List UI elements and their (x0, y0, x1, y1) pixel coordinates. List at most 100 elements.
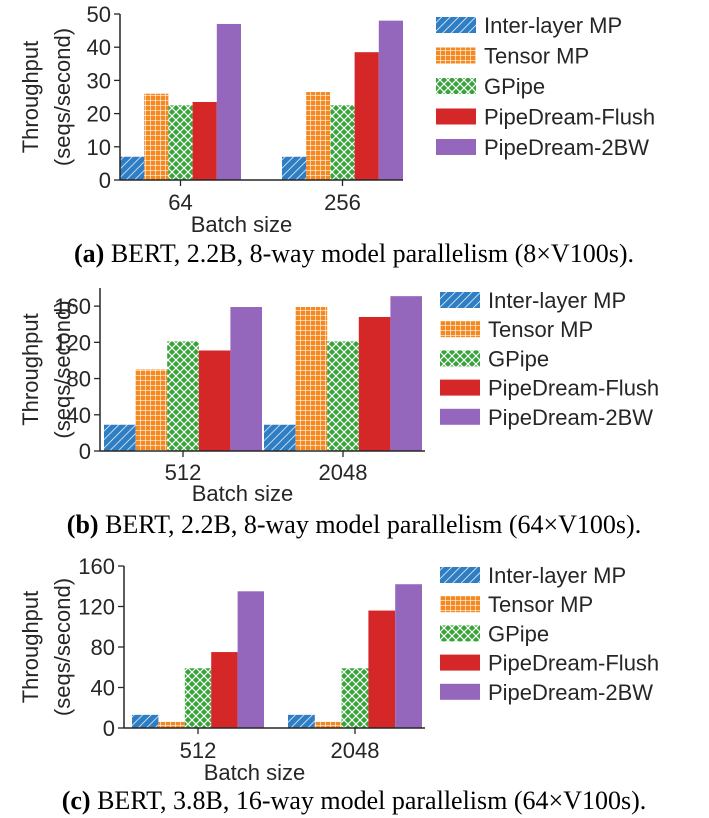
caption-text: BERT, 3.8B, 16-way model parallelism (64… (91, 786, 647, 815)
y-tick-label: 0 (99, 168, 111, 193)
y-axis-label-line: (seqs/second) (50, 28, 75, 166)
caption-tag: (a) (74, 239, 104, 268)
bar-pipedream-2bw-2048 (395, 584, 422, 728)
bar-tensor-mp-512 (135, 369, 168, 451)
y-tick-label: 160 (54, 294, 91, 319)
figure-caption: (c) BERT, 3.8B, 16-way model parallelism… (62, 786, 647, 815)
y-axis-label-line: Throughput (18, 313, 43, 426)
legend-swatch-pipedream-flush (440, 379, 480, 396)
legend-label-tensor-mp: Tensor MP (488, 592, 593, 617)
y-tick-label: 0 (103, 716, 115, 741)
x-tick-label: 2048 (319, 460, 368, 485)
legend-label-pipedream-flush: PipeDream-Flush (488, 651, 659, 676)
y-tick-label: 40 (91, 676, 115, 701)
bar-tensor-mp-64 (144, 93, 169, 180)
bar-pipedream-flush-512 (211, 652, 238, 728)
x-axis-label: Batch size (204, 760, 306, 785)
legend-label-pipedream-flush: PipeDream-Flush (484, 105, 655, 130)
bar-gpipe-512 (184, 668, 212, 728)
x-tick-label: 512 (180, 738, 217, 763)
y-tick-label: 120 (54, 330, 91, 355)
legend-label-pipedream-2bw: PipeDream-2BW (488, 680, 653, 705)
bar-tensor-mp-512 (158, 721, 185, 728)
x-axis-label: Batch size (191, 212, 293, 237)
bar-gpipe-2048 (327, 341, 359, 451)
legend-swatch-pipedream-2bw (440, 408, 480, 425)
bar-pipedream-flush-64 (192, 101, 217, 180)
y-tick-label: 50 (87, 2, 111, 27)
legend-label-gpipe: GPipe (484, 74, 545, 99)
legend-swatch-gpipe (440, 350, 480, 367)
bar-pipedream-2bw-256 (378, 20, 403, 180)
bar-inter-layer-mp-512 (104, 424, 136, 451)
legend-swatch-pipedream-2bw (440, 683, 480, 700)
legend-swatch-pipedream-2bw (436, 139, 476, 155)
legend-swatch-pipedream-flush (440, 654, 480, 671)
bar-pipedream-flush-256 (354, 52, 379, 180)
y-axis-label-line: Throughput (18, 591, 43, 704)
legend-label-pipedream-flush: PipeDream-Flush (488, 376, 659, 401)
bar-inter-layer-mp-64 (120, 156, 145, 180)
chart-panel-2: 0 40 80 120 160 512 2048 Batch size Throughput (s… (18, 288, 659, 539)
bar-gpipe-64 (168, 105, 193, 180)
bar-gpipe-256 (330, 105, 355, 180)
x-tick-label: 2048 (331, 738, 380, 763)
bar-pipedream-2bw-512 (230, 307, 262, 451)
y-tick-label: 30 (87, 68, 111, 93)
bar-inter-layer-mp-512 (132, 714, 159, 728)
caption-tag: (c) (62, 786, 91, 815)
legend-label-tensor-mp: Tensor MP (484, 44, 589, 69)
legend-label-tensor-mp: Tensor MP (488, 317, 593, 342)
legend-swatch-inter-layer-mp (440, 567, 480, 583)
y-axis-label-line: (seqs/second) (50, 300, 75, 438)
bar-tensor-mp-2048 (314, 721, 342, 728)
chart-panel-3: 0 40 80 120 160 512 2048 Batch size Throughput (s… (18, 554, 659, 815)
bar-gpipe-2048 (341, 668, 369, 728)
figure-caption: (a) BERT, 2.2B, 8-way model parallelism … (74, 239, 634, 268)
legend-label-inter-layer-mp: Inter-layer MP (484, 13, 622, 38)
legend-swatch-pipedream-flush (436, 108, 476, 125)
bar-pipedream-2bw-512 (237, 591, 264, 728)
legend-label-gpipe: GPipe (488, 346, 549, 371)
legend-label-inter-layer-mp: Inter-layer MP (488, 288, 626, 313)
bar-tensor-mp-256 (306, 92, 331, 180)
y-axis-label-line: (seqs/second) (50, 578, 75, 716)
y-tick-label: 80 (67, 367, 91, 392)
legend-swatch-tensor-mp (440, 321, 480, 338)
chart-panel-1: 0 10 20 30 40 50 64 256 Batch size Throughput (seq… (18, 2, 655, 268)
bar-inter-layer-mp-2048 (288, 714, 315, 728)
bar-gpipe-512 (167, 341, 199, 451)
y-tick-label: 80 (91, 635, 115, 660)
legend-label-pipedream-2bw: PipeDream-2BW (488, 405, 653, 430)
x-tick-label: 512 (165, 460, 202, 485)
bar-pipedream-flush-512 (198, 350, 231, 451)
y-tick-label: 160 (78, 554, 115, 579)
y-tick-label: 20 (87, 102, 111, 127)
y-tick-label: 40 (87, 35, 111, 60)
legend-label-pipedream-2bw: PipeDream-2BW (484, 135, 649, 160)
y-axis-label-line: Throughput (18, 41, 43, 154)
legend-swatch-inter-layer-mp (440, 292, 480, 308)
x-tick-label: 256 (324, 190, 361, 215)
caption-tag: (b) (67, 510, 99, 539)
x-axis-label: Batch size (192, 481, 294, 506)
legend-swatch-gpipe (440, 625, 480, 642)
y-tick-label: 120 (78, 595, 115, 620)
bar-pipedream-2bw-2048 (390, 296, 422, 451)
legend-swatch-gpipe (436, 78, 476, 94)
caption-text: BERT, 2.2B, 8-way model parallelism (8×V… (104, 239, 634, 268)
bar-pipedream-flush-2048 (358, 316, 391, 451)
legend-label-gpipe: GPipe (488, 621, 549, 646)
bar-pipedream-flush-2048 (368, 610, 396, 728)
bar-inter-layer-mp-2048 (264, 424, 296, 451)
figure-caption: (b) BERT, 2.2B, 8-way model parallelism … (67, 510, 641, 539)
y-tick-label: 10 (87, 135, 111, 160)
legend-swatch-inter-layer-mp (436, 17, 476, 33)
y-tick-label: 40 (67, 403, 91, 428)
bar-pipedream-2bw-64 (216, 23, 241, 181)
legend-label-inter-layer-mp: Inter-layer MP (488, 563, 626, 588)
y-tick-label: 0 (79, 439, 91, 464)
caption-text: BERT, 2.2B, 8-way model parallelism (64×… (99, 510, 642, 539)
legend-swatch-tensor-mp (440, 596, 480, 613)
